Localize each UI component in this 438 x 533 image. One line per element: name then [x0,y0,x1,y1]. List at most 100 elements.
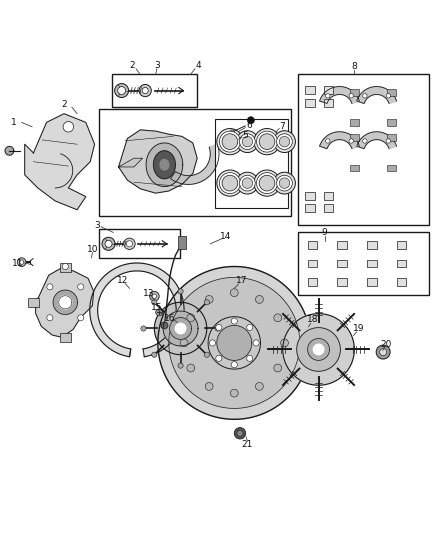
Circle shape [279,136,290,147]
Circle shape [161,322,168,329]
Bar [397,278,406,286]
Bar [350,165,359,172]
Circle shape [102,237,115,251]
Circle shape [216,325,222,330]
Circle shape [230,389,238,397]
Circle shape [222,175,238,191]
Polygon shape [154,151,175,179]
Text: 18: 18 [307,315,318,324]
Text: 13: 13 [143,289,155,298]
Circle shape [178,363,183,368]
Polygon shape [5,147,14,155]
Bar [297,231,428,295]
Circle shape [209,340,215,346]
Circle shape [150,292,159,301]
Circle shape [237,430,243,437]
Circle shape [231,318,237,324]
Circle shape [254,170,280,196]
Circle shape [363,139,367,143]
Circle shape [187,364,195,372]
Polygon shape [283,313,354,385]
Circle shape [259,134,275,149]
Circle shape [217,170,243,196]
Bar [367,278,377,286]
Circle shape [376,345,390,359]
Bar [324,192,333,200]
Bar [112,75,197,107]
Text: 9: 9 [322,228,328,237]
Circle shape [19,260,24,264]
Bar [60,263,71,272]
Circle shape [180,339,188,347]
Bar [305,86,315,94]
Text: 8: 8 [351,62,357,71]
Circle shape [216,356,222,361]
Bar [350,119,359,126]
Circle shape [219,173,240,193]
Circle shape [127,241,133,247]
Bar [307,260,317,268]
Text: 1: 1 [11,118,17,127]
Bar [305,192,315,200]
Bar [387,89,396,96]
Circle shape [178,289,183,294]
Circle shape [247,117,254,124]
Text: 20: 20 [380,340,392,349]
Polygon shape [35,268,94,337]
Bar [324,204,333,212]
Bar [99,109,291,216]
Polygon shape [175,323,186,334]
Circle shape [118,87,126,94]
Polygon shape [160,159,169,170]
Circle shape [237,172,258,194]
Polygon shape [307,338,329,360]
Circle shape [279,178,290,188]
Circle shape [255,383,263,390]
Bar [307,241,317,249]
Polygon shape [297,328,340,372]
Text: 2: 2 [61,100,67,109]
Polygon shape [170,144,219,184]
Bar [350,89,359,96]
Circle shape [47,314,53,321]
Circle shape [17,258,26,266]
Bar [324,99,333,107]
Text: 15: 15 [151,303,163,312]
Circle shape [240,175,255,191]
Circle shape [152,352,157,357]
Polygon shape [217,326,252,360]
Circle shape [47,284,53,290]
Circle shape [152,300,157,305]
Bar [215,119,288,208]
Text: 4: 4 [195,61,201,70]
Circle shape [242,136,253,147]
Bar [367,260,377,268]
Circle shape [349,94,353,98]
Text: 2: 2 [129,61,134,70]
Circle shape [325,94,330,98]
Bar [337,260,347,268]
Text: 17: 17 [236,276,247,285]
Bar [350,134,359,141]
Bar [387,119,396,126]
Bar [305,99,315,107]
Bar [387,134,396,141]
Circle shape [231,362,237,368]
Bar [367,241,377,249]
Circle shape [234,427,246,439]
Bar [177,236,186,249]
Polygon shape [119,130,197,193]
Circle shape [254,128,280,155]
Text: 10: 10 [87,245,98,254]
Polygon shape [53,290,78,314]
Text: 19: 19 [353,324,364,333]
Polygon shape [119,158,143,167]
Text: 11: 11 [12,259,24,268]
Bar [387,165,396,172]
Circle shape [215,326,220,331]
Bar [305,204,315,212]
Polygon shape [163,311,198,346]
Circle shape [115,84,129,98]
Bar [297,75,428,225]
Bar [337,241,347,249]
